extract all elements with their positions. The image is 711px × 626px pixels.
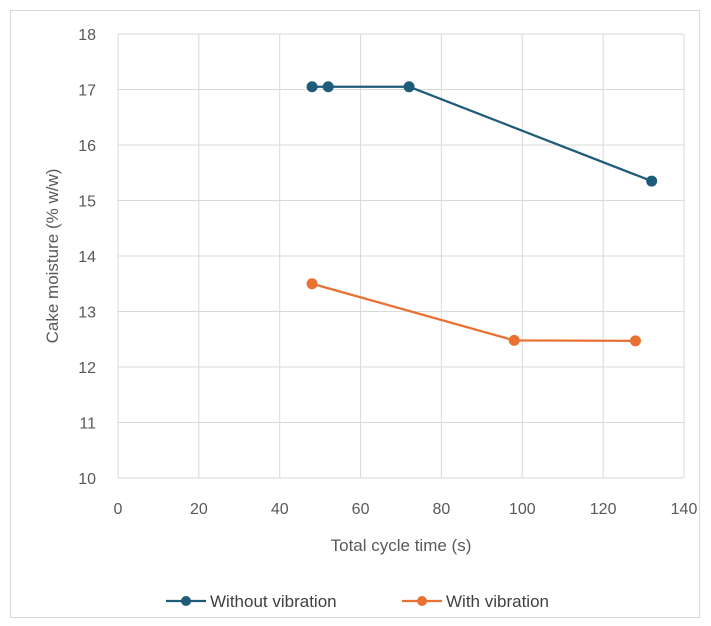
x-tick-label: 0 [114, 501, 123, 518]
legend-label-0: Without vibration [210, 592, 337, 611]
y-tick-label: 13 [78, 305, 96, 322]
y-tick-label: 15 [78, 194, 96, 211]
x-tick-label: 140 [671, 501, 698, 518]
x-tick-label: 20 [190, 501, 208, 518]
x-axis-title: Total cycle time (s) [331, 536, 472, 555]
chart-area [10, 10, 700, 618]
y-tick-label: 11 [79, 416, 96, 433]
x-tick-label: 40 [271, 501, 289, 518]
x-axis-ticks: 0 20 40 60 80 100 120 140 [114, 501, 698, 518]
series-line-0 [312, 85, 653, 183]
y-tick-label: 10 [78, 471, 96, 488]
data-point [322, 81, 334, 93]
data-point [646, 175, 658, 187]
y-axis-ticks: 10 11 12 13 14 15 16 17 18 [78, 27, 96, 488]
y-tick-label: 18 [78, 27, 96, 44]
y-tick-label: 14 [78, 249, 96, 266]
legend: Without vibration With vibration [166, 592, 549, 611]
x-tick-label: 100 [509, 501, 536, 518]
x-tick-label: 120 [590, 501, 617, 518]
legend-marker-1 [417, 596, 427, 606]
legend-marker-0 [181, 596, 191, 606]
x-tick-label: 80 [433, 501, 451, 518]
y-axis-title: Cake moisture (% w/w) [43, 169, 62, 344]
data-point [508, 334, 520, 346]
y-tick-label: 12 [78, 360, 96, 377]
grid [117, 33, 685, 479]
data-point [629, 335, 641, 347]
legend-label-1: With vibration [446, 592, 549, 611]
data-point [306, 278, 318, 290]
data-point [306, 81, 318, 93]
series-layer [306, 81, 658, 347]
y-tick-label: 16 [78, 138, 96, 155]
x-tick-label: 60 [352, 501, 370, 518]
y-tick-label: 17 [78, 83, 96, 100]
data-point [403, 81, 415, 93]
